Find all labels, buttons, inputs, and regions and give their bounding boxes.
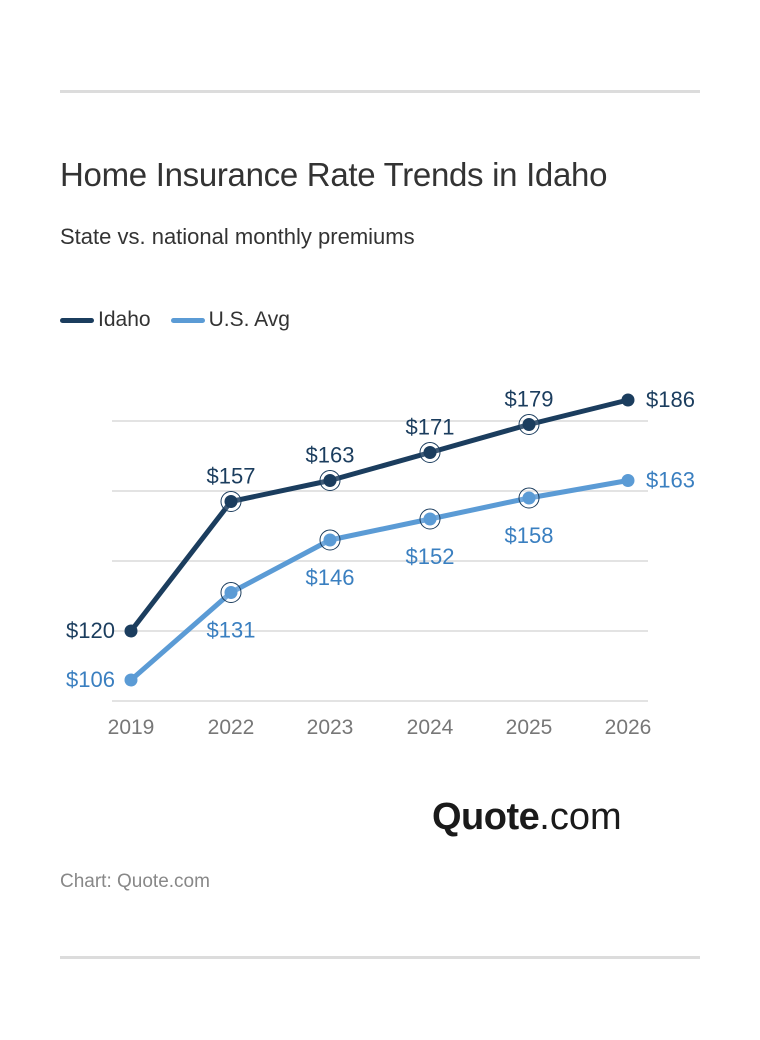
data-label-us-avg: $131 bbox=[207, 618, 256, 643]
legend-item-idaho[interactable]: Idaho bbox=[60, 308, 151, 332]
top-divider bbox=[60, 90, 700, 93]
line-us-avg bbox=[129, 478, 629, 682]
x-axis-label: 2024 bbox=[407, 716, 454, 739]
data-label-us-avg: $146 bbox=[306, 565, 355, 590]
data-label-idaho: $179 bbox=[505, 387, 554, 412]
line-idaho bbox=[129, 397, 629, 633]
x-axis-label: 2023 bbox=[307, 716, 354, 739]
data-label-idaho: $163 bbox=[306, 443, 355, 468]
x-axis-label: 2025 bbox=[506, 716, 553, 739]
logo-light: .com bbox=[539, 796, 622, 838]
legend-swatch-us-avg bbox=[170, 317, 205, 323]
data-point-idaho[interactable] bbox=[423, 446, 437, 459]
data-label-us-avg: $158 bbox=[505, 523, 554, 548]
bottom-divider bbox=[60, 956, 700, 959]
data-point-idaho[interactable] bbox=[124, 624, 138, 638]
quote-logo: Quote.com bbox=[432, 796, 622, 839]
data-point-idaho[interactable] bbox=[621, 393, 635, 407]
data-point-idaho[interactable] bbox=[522, 418, 536, 431]
data-label-idaho: $120 bbox=[66, 618, 115, 643]
legend-item-us-avg[interactable]: U.S. Avg bbox=[170, 308, 290, 332]
data-point-us-avg[interactable] bbox=[423, 512, 437, 526]
data-point-us-avg[interactable] bbox=[224, 586, 238, 599]
data-point-us-avg[interactable] bbox=[621, 474, 635, 487]
data-point-idaho[interactable] bbox=[224, 495, 238, 508]
legend-label-idaho: Idaho bbox=[98, 308, 151, 331]
data-label-us-avg: $152 bbox=[406, 544, 455, 569]
data-label-us-avg: $163 bbox=[646, 468, 695, 493]
line-chart: 2019 2022 2023 2024 2025 2026 $120 $157 $163 $171… bbox=[66, 387, 695, 740]
logo-bold: Quote bbox=[432, 796, 540, 838]
legend-swatch-idaho bbox=[60, 317, 94, 323]
data-label-idaho: $186 bbox=[646, 387, 695, 412]
data-point-us-avg[interactable] bbox=[522, 491, 536, 505]
data-label-idaho: $157 bbox=[207, 464, 256, 489]
data-point-us-avg[interactable] bbox=[323, 533, 337, 547]
data-point-us-avg[interactable] bbox=[124, 673, 138, 687]
legend-label-us-avg: U.S. Avg bbox=[208, 308, 290, 331]
x-axis-label: 2019 bbox=[108, 716, 155, 739]
data-label-idaho: $171 bbox=[406, 415, 455, 440]
chart-title: Home Insurance Rate Trends in Idaho bbox=[60, 156, 608, 193]
x-axis-label: 2022 bbox=[208, 716, 255, 739]
x-axis-label: 2026 bbox=[605, 716, 652, 739]
chart-source: Chart: Quote.com bbox=[60, 871, 210, 892]
chart-subtitle: State vs. national monthly premiums bbox=[60, 224, 415, 249]
data-point-idaho[interactable] bbox=[323, 474, 337, 487]
chart-legend: Idaho U.S. Avg bbox=[60, 308, 310, 332]
data-label-us-avg: $106 bbox=[66, 667, 115, 692]
